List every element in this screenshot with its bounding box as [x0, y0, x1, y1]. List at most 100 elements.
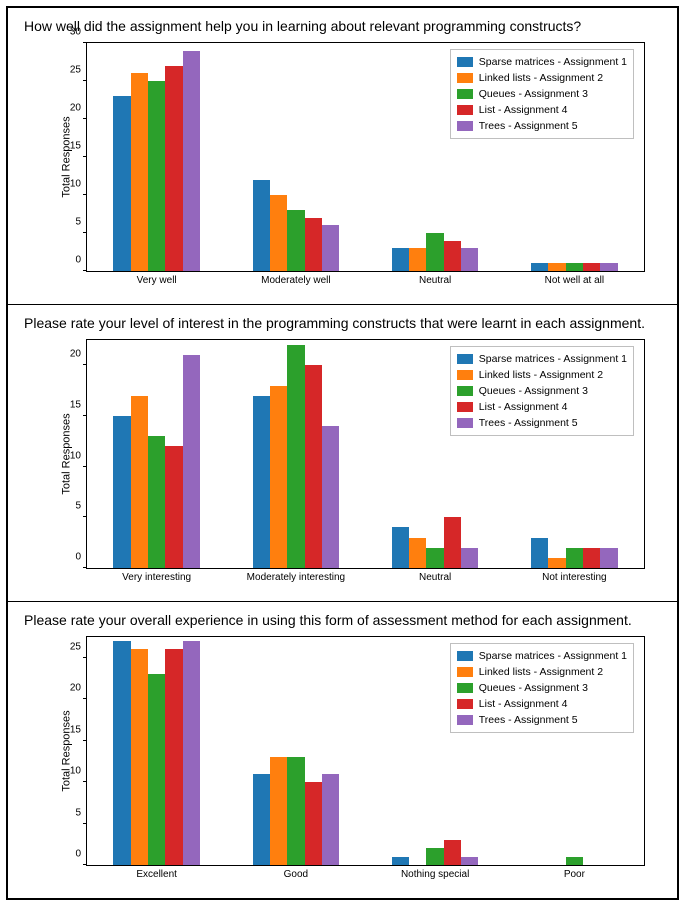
bar	[131, 73, 148, 271]
y-tick	[83, 42, 87, 43]
y-tick-label: 20	[70, 683, 81, 694]
x-tick-label: Not well at all	[545, 275, 604, 286]
bar	[409, 248, 426, 271]
legend-label: List - Assignment 4	[479, 696, 568, 712]
bar	[392, 857, 409, 865]
legend-swatch	[457, 651, 473, 661]
bar	[131, 396, 148, 568]
legend-label: Sparse matrices - Assignment 1	[479, 351, 627, 367]
legend: Sparse matrices - Assignment 1Linked lis…	[450, 643, 634, 733]
y-tick-label: 5	[75, 217, 81, 228]
bar	[287, 345, 304, 568]
legend-item: Trees - Assignment 5	[457, 712, 627, 728]
bar	[583, 263, 600, 271]
legend-swatch	[457, 354, 473, 364]
legend-swatch	[457, 386, 473, 396]
bar	[322, 774, 339, 865]
bar	[444, 241, 461, 271]
y-tick	[83, 698, 87, 699]
bar	[426, 233, 443, 271]
y-axis-label: Total Responses	[61, 710, 73, 791]
legend-label: Queues - Assignment 3	[479, 86, 588, 102]
legend-item: Linked lists - Assignment 2	[457, 70, 627, 86]
legend-item: Sparse matrices - Assignment 1	[457, 54, 627, 70]
y-tick-label: 10	[70, 179, 81, 190]
y-tick	[83, 80, 87, 81]
bar	[287, 210, 304, 271]
y-tick	[83, 567, 87, 568]
panel-title: Please rate your overall experience in u…	[24, 612, 665, 628]
legend-item: Linked lists - Assignment 2	[457, 664, 627, 680]
chart-panel-2: Please rate your overall experience in u…	[7, 602, 678, 899]
bar	[183, 641, 200, 865]
legend-item: Queues - Assignment 3	[457, 680, 627, 696]
bar	[426, 548, 443, 568]
y-tick	[83, 864, 87, 865]
bar	[270, 757, 287, 865]
y-tick-label: 20	[70, 349, 81, 360]
legend-label: Linked lists - Assignment 2	[479, 367, 603, 383]
bar	[148, 674, 165, 865]
y-tick	[83, 194, 87, 195]
legend-swatch	[457, 57, 473, 67]
x-tick-label: Neutral	[419, 572, 451, 583]
legend-swatch	[457, 699, 473, 709]
x-tick-label: Good	[284, 869, 308, 880]
bar	[165, 66, 182, 271]
legend-item: List - Assignment 4	[457, 399, 627, 415]
x-tick-label: Nothing special	[401, 869, 469, 880]
y-tick-label: 30	[70, 27, 81, 38]
legend-label: Trees - Assignment 5	[479, 712, 578, 728]
bar	[253, 180, 270, 271]
y-tick	[83, 823, 87, 824]
y-tick-label: 25	[70, 65, 81, 76]
y-tick-label: 5	[75, 501, 81, 512]
x-tick-label: Not interesting	[542, 572, 606, 583]
y-tick-label: 10	[70, 766, 81, 777]
y-tick	[83, 270, 87, 271]
bar	[183, 355, 200, 568]
legend-label: Trees - Assignment 5	[479, 415, 578, 431]
legend-item: Sparse matrices - Assignment 1	[457, 648, 627, 664]
bar	[165, 446, 182, 568]
x-tick-label: Very interesting	[122, 572, 191, 583]
x-tick-label: Moderately well	[261, 275, 330, 286]
y-tick	[83, 232, 87, 233]
legend-item: Linked lists - Assignment 2	[457, 367, 627, 383]
y-tick-label: 15	[70, 724, 81, 735]
bar	[322, 426, 339, 568]
chart-area: Total Responses051015202530Very wellMode…	[60, 42, 645, 272]
bar	[287, 757, 304, 865]
bar	[253, 396, 270, 568]
bar	[566, 857, 583, 865]
bar	[270, 195, 287, 271]
y-tick-label: 25	[70, 641, 81, 652]
legend: Sparse matrices - Assignment 1Linked lis…	[450, 346, 634, 436]
chart-area: Total Responses0510152025ExcellentGoodNo…	[60, 636, 645, 866]
y-tick-label: 0	[75, 849, 81, 860]
bar	[392, 248, 409, 271]
bar	[305, 782, 322, 865]
bar	[113, 641, 130, 865]
bar	[148, 81, 165, 271]
legend-swatch	[457, 73, 473, 83]
bar	[600, 548, 617, 568]
bar	[548, 263, 565, 271]
bar	[566, 548, 583, 568]
legend-label: Queues - Assignment 3	[479, 383, 588, 399]
bar	[305, 365, 322, 568]
y-tick-label: 15	[70, 400, 81, 411]
bar	[113, 96, 130, 271]
y-tick	[83, 364, 87, 365]
x-tick-label: Poor	[564, 869, 585, 880]
y-tick	[83, 156, 87, 157]
bar	[148, 436, 165, 568]
legend-label: Trees - Assignment 5	[479, 118, 578, 134]
legend-item: Queues - Assignment 3	[457, 86, 627, 102]
bar	[322, 225, 339, 271]
plot-area: 05101520Very interestingModerately inter…	[86, 339, 645, 569]
bar	[305, 218, 322, 271]
x-tick-label: Excellent	[136, 869, 177, 880]
bar	[183, 51, 200, 271]
bar	[165, 649, 182, 865]
